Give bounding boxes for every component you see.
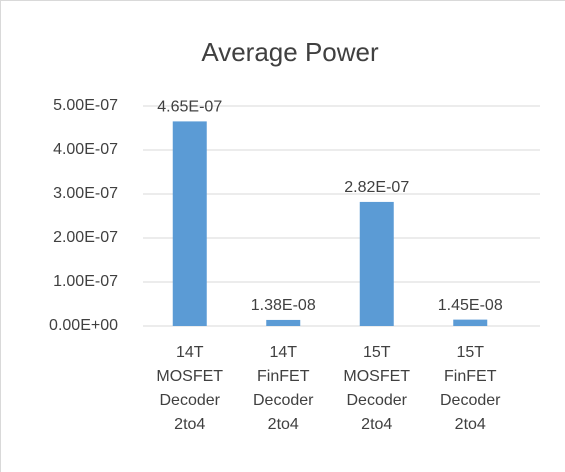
- data-label: 1.45E-08: [438, 297, 503, 314]
- x-tick-label: 14T MOSFET Decoder 2to4: [156, 344, 224, 433]
- x-tick-label: 14T FinFET Decoder 2to4: [253, 344, 314, 433]
- bar: [266, 319, 301, 326]
- chart-title: Average Power: [201, 37, 379, 67]
- y-tick-label: 0.00E+00: [49, 317, 118, 334]
- y-tick-label: 1.00E-07: [53, 273, 118, 290]
- x-tick-label: 15T MOSFET Decoder 2to4: [343, 344, 411, 433]
- bar: [172, 121, 207, 327]
- y-tick-label: 3.00E-07: [53, 185, 118, 202]
- data-label: 4.65E-07: [157, 99, 222, 116]
- y-tick-label: 5.00E-07: [53, 97, 118, 114]
- data-label: 2.82E-07: [344, 179, 409, 196]
- y-tick-label: 4.00E-07: [53, 141, 118, 158]
- x-tick-label: 15T FinFET Decoder 2to4: [440, 344, 501, 433]
- bar: [453, 319, 488, 326]
- y-tick-label: 2.00E-07: [53, 229, 118, 246]
- data-label: 1.38E-08: [251, 297, 316, 314]
- bar: [359, 201, 394, 326]
